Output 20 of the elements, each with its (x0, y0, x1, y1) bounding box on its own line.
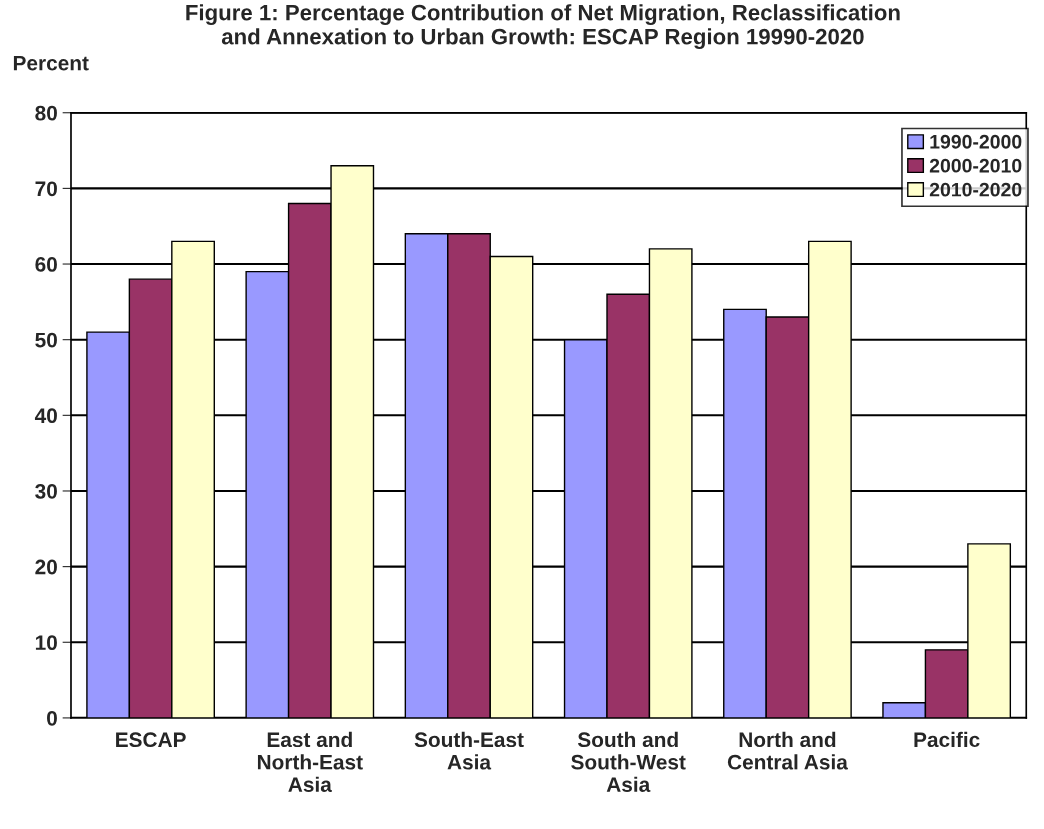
x-tick-label: ESCAP (116, 732, 186, 748)
y-tick-label: 0 (47, 710, 57, 726)
y-tick-label: 70 (35, 181, 57, 197)
x-tick-label: North and Central Asia (727, 731, 848, 770)
legend-label: 1990-2000 (930, 134, 1022, 149)
legend-label: 2000-2010 (929, 158, 1022, 173)
legend-label: 2010-2020 (929, 182, 1022, 197)
x-tick-label: South-East Asia (414, 731, 524, 770)
y-tick-label: 30 (35, 483, 57, 499)
y-tick-label: 10 (35, 635, 57, 651)
y-tick-label: 60 (35, 257, 57, 272)
x-tick-label: East and North-East Asia (257, 731, 363, 792)
chart-title: Figure 1: Percentage Contribution of Net Migration, Reclassification and Annexation to Urban Growth: ESCAP Region 19990-2020 (186, 4, 900, 49)
y-tick-label: 50 (35, 332, 57, 348)
x-tick-label: South and South-West Asia (571, 731, 686, 792)
y-tick-label: 20 (35, 559, 57, 575)
x-tick-label: Pacific (914, 731, 980, 748)
y-tick-label: 80 (35, 105, 57, 121)
y-tick-label: 40 (34, 408, 57, 424)
y-axis-title: Percent (13, 55, 89, 71)
